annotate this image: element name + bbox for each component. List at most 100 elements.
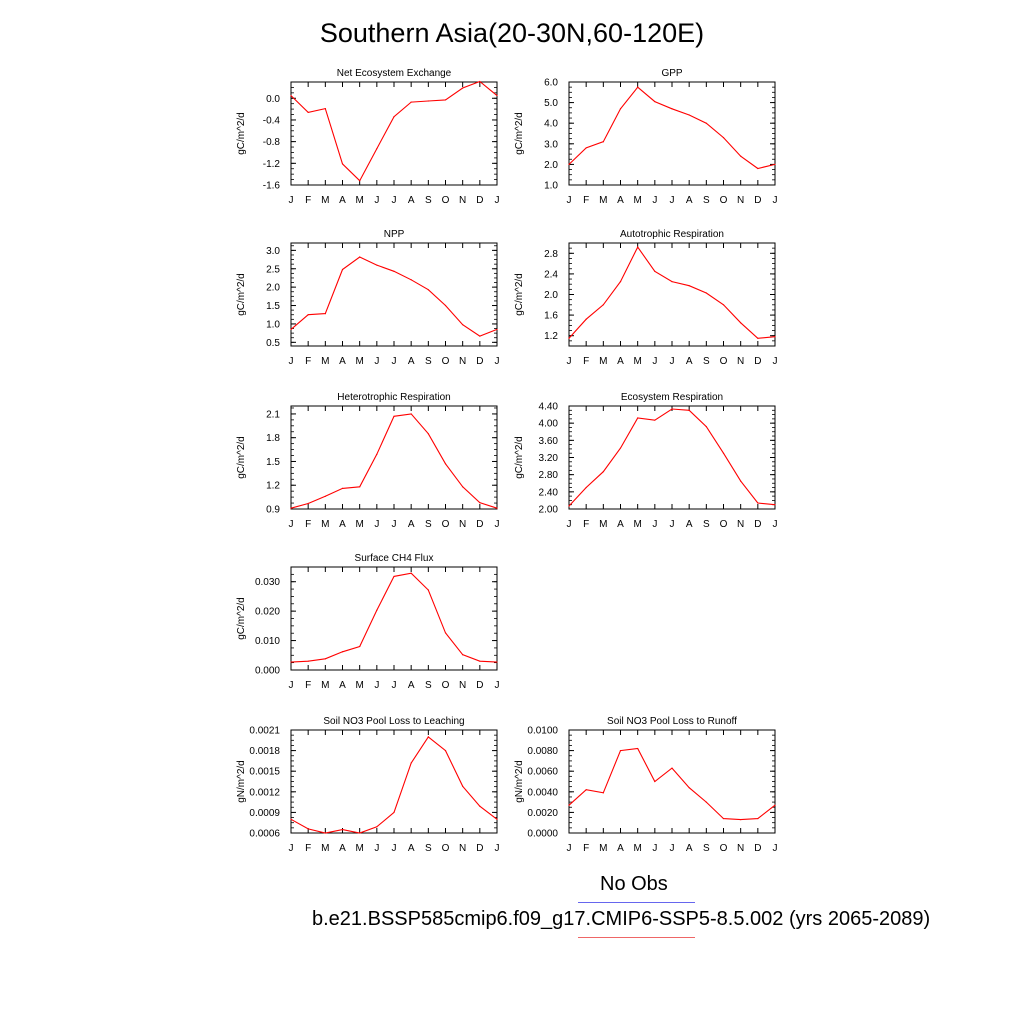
data-point — [462, 486, 464, 488]
x-tick-label: O — [720, 519, 728, 530]
y-tick-label: 0.010 — [255, 636, 280, 647]
x-tick-label: A — [339, 843, 346, 854]
x-tick-label: J — [495, 680, 500, 691]
x-tick-label: M — [633, 356, 641, 367]
x-tick-label: J — [567, 519, 572, 530]
x-tick-label: D — [754, 195, 761, 206]
data-point — [427, 589, 429, 591]
y-tick-label: 2.80 — [539, 470, 559, 481]
y-tick-label: 0.0018 — [249, 746, 280, 757]
panel-6: Surface CH4 Flux gC/m^2/d 0.030 0.020 0.010 0… — [236, 553, 500, 691]
x-tick-label: D — [754, 843, 761, 854]
data-point — [324, 832, 326, 834]
data-point — [376, 609, 378, 611]
data-point — [637, 417, 639, 419]
x-tick-label: J — [374, 356, 379, 367]
data-point — [410, 762, 412, 764]
data-point — [757, 167, 759, 170]
data-point — [341, 487, 344, 489]
panel-0: Net Ecosystem Exchange gC/m^2/d 0.0 -0.4 -0.… — [236, 68, 500, 206]
y-tick-label: 2.0 — [544, 290, 558, 301]
x-tick-label: J — [670, 843, 675, 854]
y-tick-label: 6.0 — [544, 78, 558, 89]
x-tick-label: M — [599, 195, 607, 206]
data-point — [307, 660, 309, 662]
y-tick-label: -0.4 — [263, 115, 281, 126]
panel-title: Net Ecosystem Exchange — [337, 68, 452, 79]
data-point — [619, 447, 622, 449]
data-point — [307, 502, 309, 505]
data-point — [341, 651, 344, 653]
data-point — [376, 453, 378, 455]
data-point — [671, 767, 673, 769]
data-point — [722, 137, 725, 139]
x-tick-label: A — [339, 195, 346, 206]
y-tick-label: 2.4 — [544, 269, 558, 280]
y-tick-label: 2.0 — [544, 160, 558, 171]
data-point — [619, 281, 622, 283]
x-tick-label: N — [459, 519, 466, 530]
data-point — [444, 750, 447, 752]
x-tick-label: F — [305, 195, 311, 206]
y-tick-label: 3.0 — [544, 139, 558, 150]
data-point — [393, 116, 395, 118]
y-tick-label: 0.0021 — [249, 726, 280, 737]
data-point — [290, 94, 292, 97]
x-tick-label: M — [355, 843, 363, 854]
x-tick-label: J — [495, 519, 500, 530]
data-point — [290, 507, 292, 509]
x-tick-label: J — [652, 519, 657, 530]
data-point — [654, 780, 656, 783]
data-point — [705, 426, 707, 428]
y-tick-label: 2.0 — [266, 283, 280, 294]
x-tick-label: J — [652, 843, 657, 854]
data-point — [740, 480, 742, 482]
data-point — [637, 86, 639, 88]
page-title: Southern Asia(20-30N,60-120E) — [319, 18, 705, 48]
x-tick-label: F — [583, 843, 589, 854]
x-tick-label: J — [670, 519, 675, 530]
data-point — [341, 828, 344, 831]
data-point — [376, 826, 378, 828]
data-point — [671, 281, 673, 283]
y-axis-label: gC/m^2/d — [236, 436, 247, 479]
data-point — [427, 433, 429, 435]
data-point — [722, 452, 725, 454]
panel-title: Autotrophic Respiration — [620, 229, 724, 240]
data-point — [585, 318, 587, 320]
x-tick-label: N — [737, 195, 744, 206]
y-tick-label: 0.0100 — [527, 726, 558, 737]
x-tick-label: J — [773, 195, 778, 206]
plot-frame — [568, 81, 776, 186]
data-point — [637, 747, 639, 750]
y-tick-label: 0.0 — [266, 94, 280, 105]
data-point — [568, 804, 570, 806]
x-tick-label: M — [321, 680, 329, 691]
y-tick-label: -1.2 — [263, 159, 281, 170]
data-point — [462, 785, 464, 787]
x-tick-label: M — [599, 356, 607, 367]
x-tick-label: J — [289, 843, 294, 854]
x-tick-label: M — [355, 519, 363, 530]
x-tick-label: D — [754, 356, 761, 367]
x-tick-label: A — [617, 843, 624, 854]
x-tick-label: J — [392, 519, 397, 530]
data-point — [479, 502, 481, 504]
x-tick-label: J — [289, 519, 294, 530]
x-tick-label: O — [442, 519, 450, 530]
x-tick-label: A — [408, 519, 415, 530]
data-point — [393, 415, 395, 417]
data-point — [410, 279, 412, 281]
plot-frame — [290, 729, 498, 834]
data-point — [688, 787, 690, 789]
series-line — [290, 80, 498, 182]
y-axis-label: gN/m^2/d — [514, 760, 525, 803]
data-point — [585, 789, 587, 791]
x-tick-label: M — [355, 195, 363, 206]
x-tick-label: J — [374, 195, 379, 206]
panel-title: Surface CH4 Flux — [355, 553, 434, 564]
x-tick-label: S — [425, 680, 432, 691]
x-tick-label: J — [374, 843, 379, 854]
